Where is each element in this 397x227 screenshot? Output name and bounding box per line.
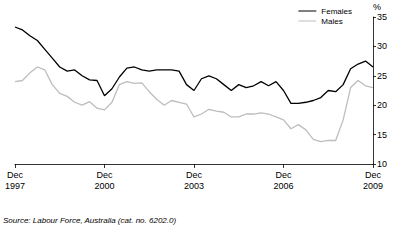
svg-text:15: 15 [377, 130, 387, 140]
svg-text:1997: 1997 [5, 181, 25, 191]
svg-text:Dec: Dec [365, 170, 382, 180]
svg-text:Males: Males [321, 17, 342, 26]
svg-text:2000: 2000 [94, 181, 114, 191]
svg-text:30: 30 [377, 41, 387, 51]
svg-text:20: 20 [377, 100, 387, 110]
svg-text:10: 10 [377, 159, 387, 169]
svg-text:Dec: Dec [96, 170, 113, 180]
svg-text:%: % [373, 2, 381, 12]
svg-text:Dec: Dec [7, 170, 24, 180]
svg-text:2009: 2009 [363, 181, 383, 191]
svg-text:35: 35 [377, 12, 387, 22]
svg-text:Dec: Dec [275, 170, 292, 180]
svg-text:Source: Labour Force, Australi: Source: Labour Force, Australia (cat. no… [3, 216, 176, 225]
svg-text:2003: 2003 [184, 181, 204, 191]
svg-text:25: 25 [377, 71, 387, 81]
svg-text:Females: Females [321, 7, 352, 16]
svg-text:2006: 2006 [273, 181, 293, 191]
svg-text:Dec: Dec [186, 170, 203, 180]
